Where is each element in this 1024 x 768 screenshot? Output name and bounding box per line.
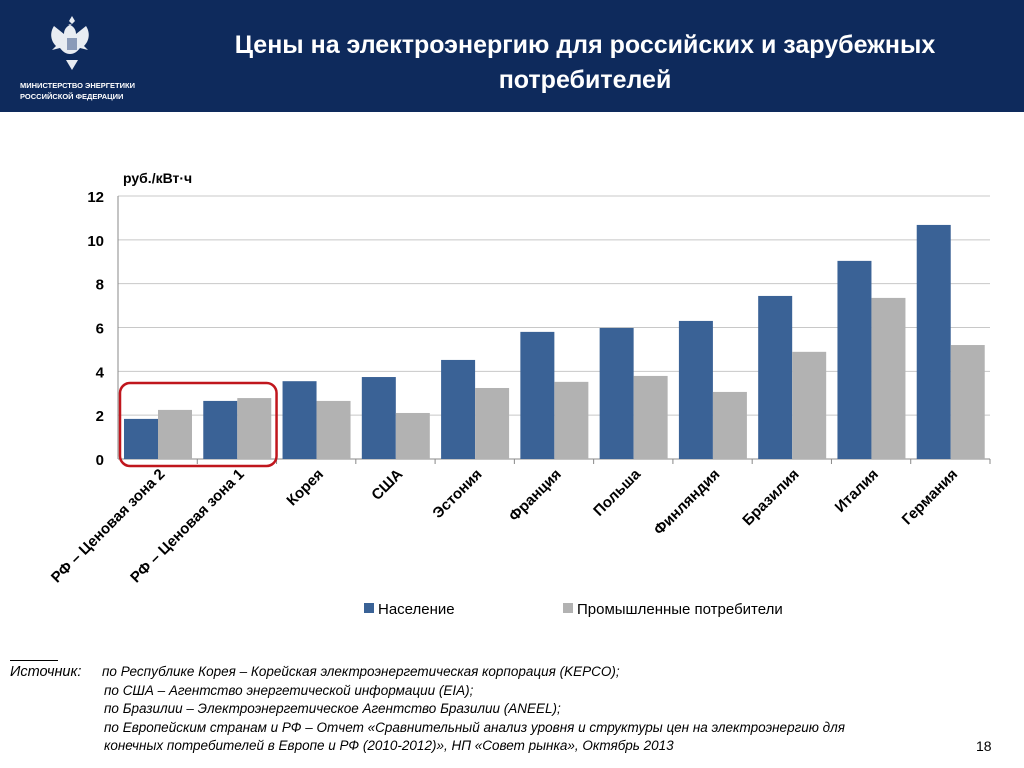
y-axis-label: руб./кВт·ч [123, 170, 192, 186]
x-tick-label: Бразилия [739, 466, 802, 529]
source-notes: Источник: по Республике Корея – Корейская… [10, 660, 845, 756]
bar-industrial [237, 398, 272, 459]
source-line: конечных потребителей в Европе и РФ (201… [104, 738, 674, 753]
x-tick-label: США [368, 466, 406, 504]
bar-industrial [792, 351, 827, 459]
bar-industrial [871, 297, 906, 459]
bar-population [441, 359, 476, 459]
bar-industrial [158, 409, 192, 459]
legend-label: Население [378, 601, 455, 618]
y-tick-label: 10 [87, 233, 104, 250]
y-tick-label: 2 [96, 408, 104, 425]
legend-swatch [364, 603, 374, 613]
source-label: Источник: [10, 664, 82, 680]
source-line: по Европейским странам и РФ – Отчет «Сра… [104, 719, 845, 735]
emblem-icon [51, 16, 89, 70]
bar-population [758, 295, 793, 459]
x-tick-label: Польша [590, 465, 644, 519]
ministry-line: РОССИЙСКОЙ ФЕДЕРАЦИИ [20, 92, 124, 101]
bar-population [520, 331, 555, 459]
bar-industrial [950, 345, 985, 459]
y-tick-label: 8 [96, 277, 104, 294]
bar-population [124, 418, 158, 459]
bar-population [361, 377, 396, 459]
ministry-line: МИНИСТЕРСТВО ЭНЕРГЕТИКИ [20, 81, 135, 90]
page-number: 18 [976, 738, 992, 754]
source-line: по Бразилии – Электроэнергетическое Аген… [104, 701, 561, 716]
y-tick-label: 6 [96, 321, 104, 338]
header-bar: МИНИСТЕРСТВО ЭНЕРГЕТИКИ РОССИЙСКОЙ ФЕДЕР… [0, 0, 1024, 112]
ministry-name: МИНИСТЕРСТВО ЭНЕРГЕТИКИ РОССИЙСКОЙ ФЕДЕР… [20, 80, 135, 102]
x-tick-label: Эстония [429, 466, 485, 522]
bar-industrial [395, 412, 430, 459]
bar-population [837, 260, 872, 459]
bar-population [678, 320, 713, 459]
x-tick-label: Корея [283, 466, 327, 510]
source-line: по Республике Корея – Корейская электроэ… [102, 664, 620, 679]
x-tick-label: Финляндия [651, 466, 724, 539]
x-tick-label: Италия [832, 466, 882, 516]
bar-population [203, 400, 238, 459]
bar-industrial [633, 375, 668, 459]
bar-population [599, 327, 634, 459]
y-tick-label: 12 [87, 189, 104, 206]
bar-industrial [475, 387, 510, 459]
source-line: по США – Агентство энергетической информ… [104, 682, 474, 698]
bar-industrial [316, 400, 351, 459]
y-tick-label: 0 [96, 452, 104, 469]
bar-industrial [712, 391, 747, 459]
bar-industrial [554, 381, 589, 459]
divider [10, 660, 58, 661]
highlight-box [118, 381, 278, 468]
x-tick-label: Франция [506, 466, 565, 525]
x-tick-label: Германия [899, 466, 961, 528]
bar-population [282, 381, 317, 459]
legend-swatch [563, 603, 573, 613]
y-tick-label: 4 [96, 364, 105, 381]
bar-population [916, 224, 951, 459]
legend-label: Промышленные потребители [577, 601, 783, 618]
page-title: Цены на электроэнергию для российских и … [234, 31, 936, 94]
